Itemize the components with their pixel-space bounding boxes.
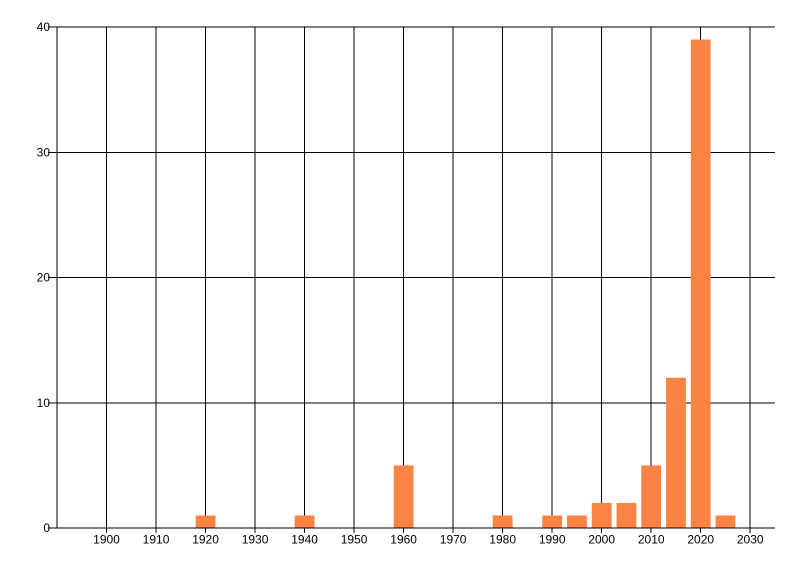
bar — [195, 515, 216, 528]
bar — [492, 515, 513, 528]
x-tick-label: 1990 — [539, 533, 566, 547]
bar — [294, 515, 315, 528]
y-tick-label: 40 — [37, 20, 51, 34]
y-tick-label: 30 — [37, 145, 51, 159]
bar — [616, 502, 637, 528]
bar — [542, 515, 563, 528]
x-tick-label: 1900 — [93, 533, 120, 547]
x-tick-label: 1980 — [489, 533, 516, 547]
x-tick-label: 2020 — [687, 533, 714, 547]
x-tick-label: 1910 — [143, 533, 170, 547]
bar — [393, 465, 414, 529]
bar — [666, 377, 686, 528]
x-tick-label: 1970 — [440, 533, 467, 547]
x-tick-label: 1920 — [192, 533, 219, 547]
bar — [715, 515, 736, 528]
y-tick-label: 20 — [37, 271, 51, 285]
y-tick-label: 0 — [43, 521, 50, 535]
x-tick-label: 2000 — [588, 533, 615, 547]
x-tick-label: 2010 — [638, 533, 665, 547]
x-tick-label: 1950 — [341, 533, 368, 547]
x-tick-label: 2030 — [737, 533, 764, 547]
x-tick-label: 1940 — [291, 533, 318, 547]
y-tick-label: 10 — [37, 396, 51, 410]
x-tick-label: 1930 — [242, 533, 269, 547]
bar — [690, 39, 711, 529]
bar — [641, 465, 662, 529]
bar — [567, 515, 587, 528]
x-tick-label: 1960 — [390, 533, 417, 547]
bar — [591, 502, 612, 528]
